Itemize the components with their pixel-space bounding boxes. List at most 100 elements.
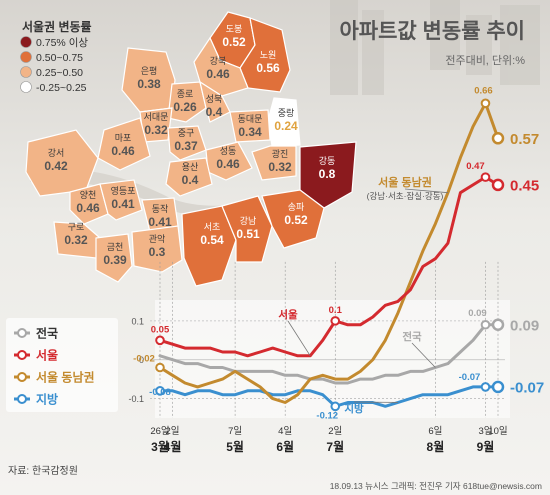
district-name: 영등포 (111, 186, 136, 196)
district-value: 0.32 (64, 233, 88, 247)
district-name: 은평 (141, 66, 158, 76)
series-legend-label: 서울 동남권 (36, 370, 95, 385)
data-point (480, 172, 491, 182)
district-name: 마포 (115, 133, 132, 143)
series-line-서울 동남권 (158, 101, 500, 404)
end-point (491, 380, 505, 394)
district-value: 0.32 (268, 160, 292, 174)
district-value: 0.32 (144, 123, 168, 137)
legend-swatch (20, 36, 32, 48)
map-legend: 서울권 변동률 0.75% 이상 0.50~0.75 0.25~0.50 -0.25~… (20, 19, 92, 94)
district-강남 (221, 195, 273, 263)
district-name: 성동 (220, 146, 237, 156)
x-tick-month: 7월 (326, 439, 344, 454)
district-value: 0.46 (216, 157, 240, 171)
district-name: 강동 (319, 156, 336, 166)
y-tick-label: 0 (139, 355, 144, 365)
series-legend-box (6, 318, 118, 412)
data-point (155, 386, 165, 396)
district-value: 0.46 (76, 201, 100, 215)
district-동대문 (229, 109, 271, 143)
district-용산 (165, 157, 213, 197)
data-label: -0.12 (316, 410, 338, 421)
district-name: 중구 (178, 128, 195, 138)
credit-text: 18.09.13 뉴시스 그래픽: 전진우 기자 618tue@newsis.c… (330, 481, 542, 491)
district-value: 0.52 (222, 35, 246, 49)
data-label: 0.66 (474, 85, 493, 96)
district-name: 양천 (80, 190, 97, 200)
district-value: 0.42 (44, 159, 68, 173)
district-강동 (299, 141, 357, 209)
legend-title: 서울권 변동률 (22, 19, 92, 34)
district-관악 (131, 225, 183, 273)
district-송파 (261, 189, 325, 249)
district-value: 0.37 (174, 139, 198, 153)
end-point (491, 178, 505, 192)
data-point (330, 401, 341, 412)
end-point (491, 132, 505, 145)
series-callout: 서울 (278, 308, 298, 321)
district-value: 0.41 (111, 197, 135, 211)
district-name: 서대문 (144, 112, 169, 122)
data-point (330, 316, 341, 326)
series-callout: 전국 (402, 330, 422, 343)
district-성북 (199, 80, 231, 123)
series-line-전국 (158, 323, 500, 385)
district-value: 0.54 (200, 233, 224, 247)
district-name: 송파 (288, 202, 305, 212)
x-tick-day: 6일 (428, 426, 442, 437)
data-label: 0.1 (329, 305, 343, 316)
district-중구 (167, 125, 207, 161)
series-line-서울 (158, 175, 500, 358)
district-name: 관악 (149, 233, 166, 244)
district-name: 도봉 (226, 24, 243, 34)
district-name: 서초 (204, 222, 221, 232)
district-value: 0.24 (274, 119, 298, 133)
data-point (480, 382, 491, 392)
callout-leader (404, 188, 448, 194)
district-name: 광진 (272, 148, 289, 159)
district-금천 (95, 233, 133, 283)
legend-label: -0.25~0.25 (36, 82, 87, 94)
district-value: 0.3 (149, 245, 166, 259)
series-legend-label: 지방 (36, 392, 58, 407)
callout-leader (411, 342, 436, 368)
end-label: 0.57 (510, 131, 539, 148)
end-label: -0.07 (510, 379, 544, 396)
district-강북 (193, 36, 249, 97)
legend-label: 0.75% 이상 (36, 37, 88, 49)
x-tick-month: 5월 (226, 439, 244, 454)
district-마포 (97, 117, 151, 171)
district-name: 중랑 (278, 107, 295, 118)
series-legend-label: 전국 (36, 326, 58, 341)
x-tick-month: 9월 (477, 439, 495, 454)
data-label: 0.05 (151, 324, 170, 335)
legend-swatch (20, 81, 32, 93)
district-광진 (251, 145, 297, 181)
data-point (480, 98, 491, 109)
district-영등포 (99, 179, 143, 221)
district-value: 0.41 (148, 215, 172, 229)
chart-title: 아파트값 변동률 추이 (339, 20, 525, 43)
data-label: 0.09 (468, 308, 487, 319)
district-name: 동작 (152, 204, 169, 214)
legend-marker (17, 394, 27, 404)
callout-leader (287, 320, 311, 357)
x-tick-month: 8월 (427, 439, 445, 454)
district-value: 0.38 (137, 77, 161, 91)
district-value: 0.4 (206, 105, 223, 119)
x-tick-day: 2일 (166, 426, 180, 437)
district-value: 0.56 (256, 61, 280, 75)
district-name: 종로 (177, 89, 194, 99)
data-point (480, 319, 491, 330)
legend-marker (17, 372, 27, 382)
legend-swatch (20, 66, 32, 78)
district-value: 0.51 (236, 227, 260, 241)
legend-swatch (20, 51, 32, 63)
district-name: 강서 (48, 148, 65, 158)
y-tick-label: -0.1 (128, 394, 144, 404)
data-label: -0.07 (459, 372, 481, 383)
series-callout: 서울 동남권 (378, 175, 432, 189)
